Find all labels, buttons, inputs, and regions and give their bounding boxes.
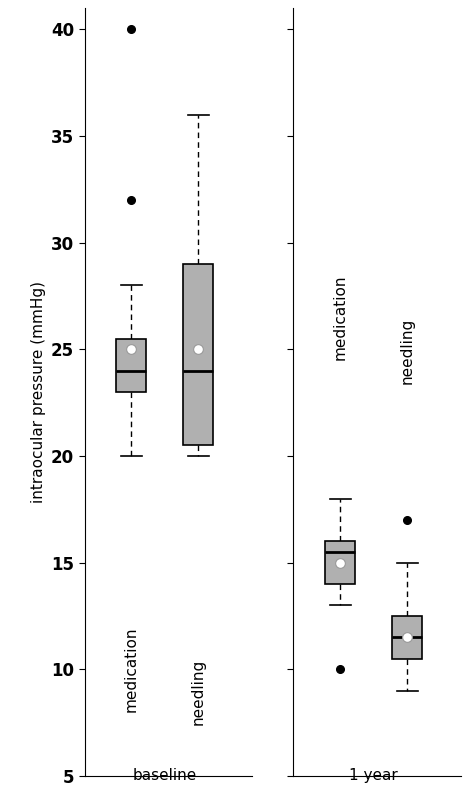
Y-axis label: intraocular pressure (mmHg): intraocular pressure (mmHg) bbox=[31, 281, 46, 503]
Text: medication: medication bbox=[124, 626, 139, 712]
Text: baseline: baseline bbox=[133, 767, 197, 782]
FancyBboxPatch shape bbox=[325, 542, 355, 584]
FancyBboxPatch shape bbox=[183, 264, 213, 445]
FancyBboxPatch shape bbox=[117, 339, 147, 392]
Text: 1 year: 1 year bbox=[349, 767, 398, 782]
FancyBboxPatch shape bbox=[392, 616, 422, 659]
Text: needling: needling bbox=[400, 318, 415, 383]
Text: needling: needling bbox=[191, 659, 206, 725]
Text: medication: medication bbox=[333, 275, 348, 360]
